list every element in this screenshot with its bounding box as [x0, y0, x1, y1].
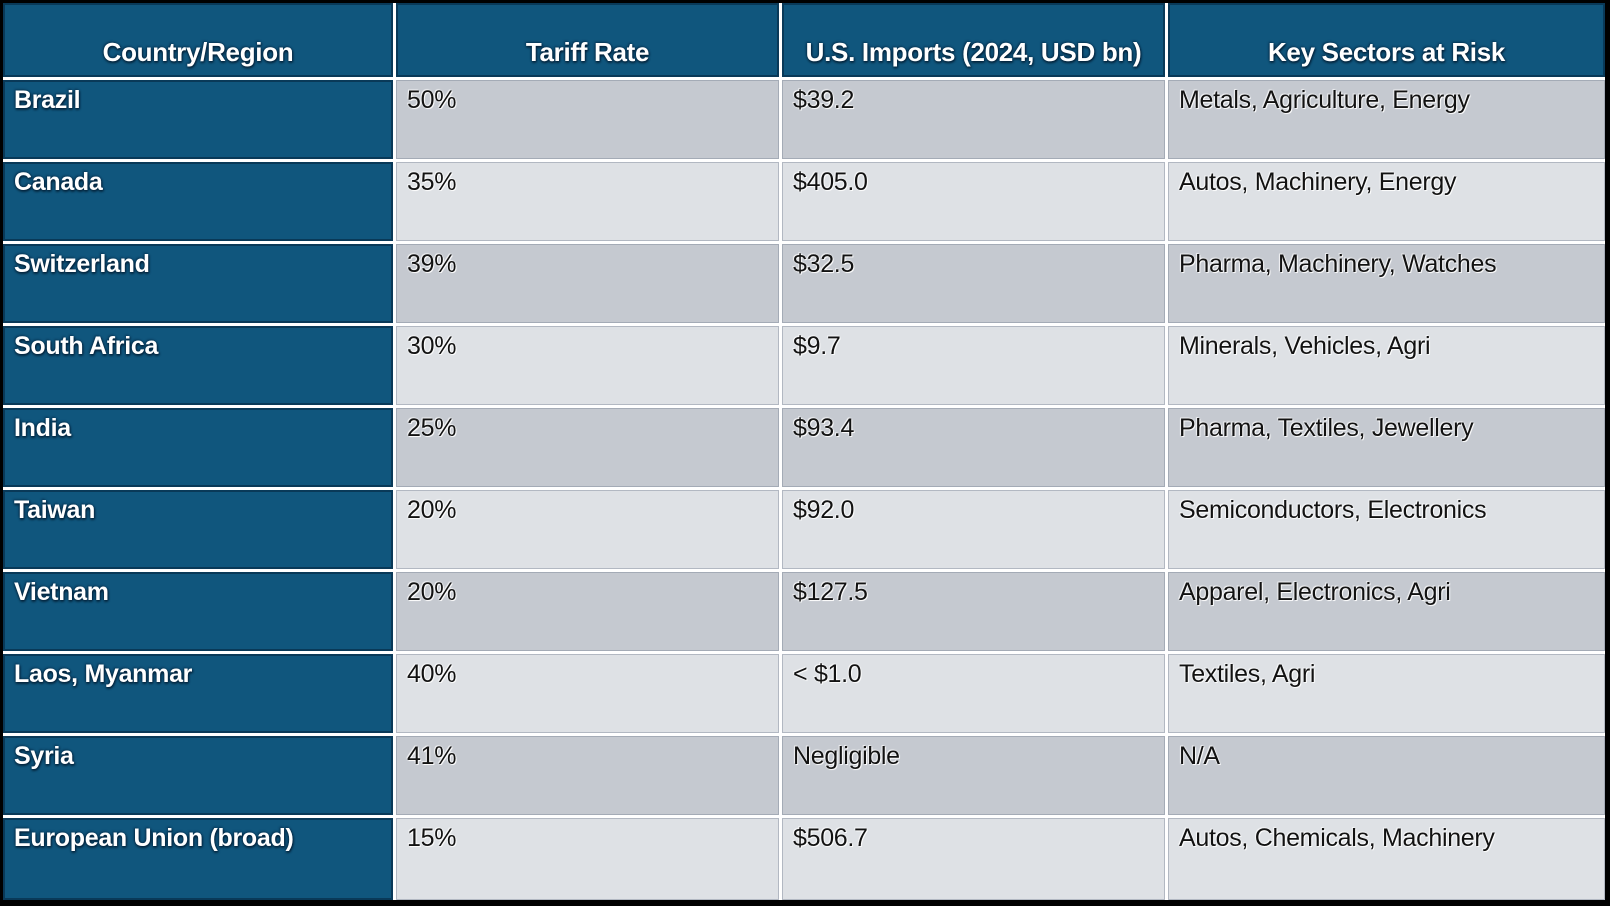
sectors-cell: Textiles, Agri [1168, 654, 1605, 733]
col-header-tariff: Tariff Rate [396, 3, 779, 77]
imports-cell: $32.5 [782, 244, 1165, 323]
country-cell: South Africa [3, 326, 393, 405]
imports-cell: $92.0 [782, 490, 1165, 569]
country-cell: India [3, 408, 393, 487]
sectors-cell: Pharma, Machinery, Watches [1168, 244, 1605, 323]
col-header-country: Country/Region [3, 3, 393, 77]
sectors-cell: N/A [1168, 736, 1605, 815]
country-cell: European Union (broad) [3, 818, 393, 900]
imports-cell: $39.2 [782, 80, 1165, 159]
tariff-cell: 50% [396, 80, 779, 159]
tariff-cell: 35% [396, 162, 779, 241]
tariff-cell: 41% [396, 736, 779, 815]
imports-cell: $9.7 [782, 326, 1165, 405]
col-header-imports: U.S. Imports (2024, USD bn) [782, 3, 1165, 77]
imports-cell: Negligible [782, 736, 1165, 815]
col-header-sectors: Key Sectors at Risk [1168, 3, 1605, 77]
tariff-cell: 20% [396, 572, 779, 651]
country-cell: Switzerland [3, 244, 393, 323]
sectors-cell: Minerals, Vehicles, Agri [1168, 326, 1605, 405]
tariff-cell: 40% [396, 654, 779, 733]
imports-cell: $127.5 [782, 572, 1165, 651]
tariff-cell: 25% [396, 408, 779, 487]
tariff-cell: 20% [396, 490, 779, 569]
sectors-cell: Autos, Chemicals, Machinery [1168, 818, 1605, 900]
tariff-cell: 30% [396, 326, 779, 405]
imports-cell: $405.0 [782, 162, 1165, 241]
sectors-cell: Apparel, Electronics, Agri [1168, 572, 1605, 651]
imports-cell: $506.7 [782, 818, 1165, 900]
imports-cell: $93.4 [782, 408, 1165, 487]
sectors-cell: Semiconductors, Electronics [1168, 490, 1605, 569]
country-cell: Laos, Myanmar [3, 654, 393, 733]
tariff-cell: 15% [396, 818, 779, 900]
country-cell: Syria [3, 736, 393, 815]
country-cell: Vietnam [3, 572, 393, 651]
tariff-cell: 39% [396, 244, 779, 323]
sectors-cell: Pharma, Textiles, Jewellery [1168, 408, 1605, 487]
sectors-cell: Autos, Machinery, Energy [1168, 162, 1605, 241]
imports-cell: < $1.0 [782, 654, 1165, 733]
country-cell: Brazil [3, 80, 393, 159]
country-cell: Taiwan [3, 490, 393, 569]
country-cell: Canada [3, 162, 393, 241]
sectors-cell: Metals, Agriculture, Energy [1168, 80, 1605, 159]
